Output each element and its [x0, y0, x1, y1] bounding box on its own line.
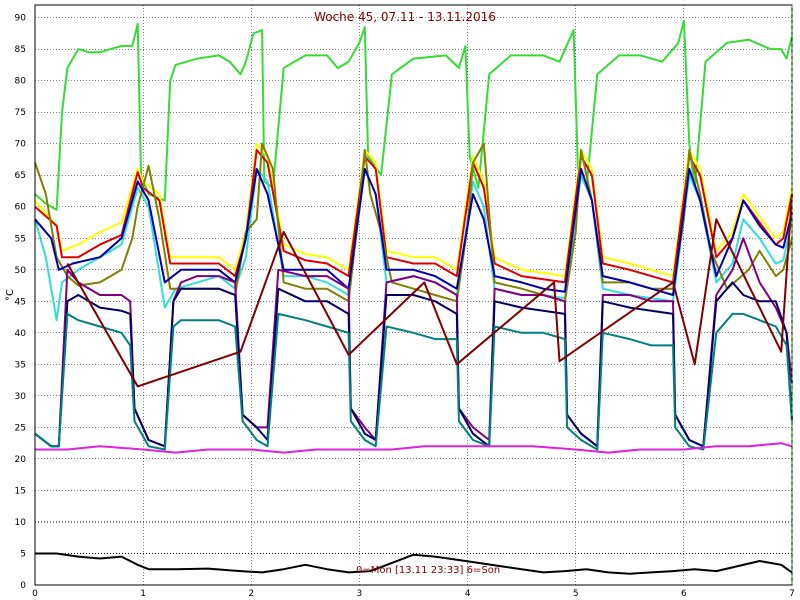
- series-line-8: [34, 281, 793, 448]
- y-tick-label: 55: [15, 234, 26, 244]
- chart-title: Woche 45, 07.11 - 13.11.2016: [314, 10, 496, 24]
- y-tick-label: 5: [20, 549, 26, 559]
- series-line-1: [34, 19, 793, 211]
- y-tick-labels: 0 5 10 15 20 25 30 35 40 45 50 55 60 65 70 75 80 85 90: [15, 14, 27, 591]
- y-tick-label: 45: [15, 297, 26, 307]
- x-tick-label: 7: [789, 589, 795, 599]
- y-tick-label: 60: [15, 203, 27, 213]
- series-line-12: [35, 552, 793, 575]
- y-tick-label: 35: [15, 360, 26, 370]
- y-tick-label: 65: [15, 171, 26, 181]
- x-tick-label: 6: [681, 589, 687, 599]
- footer-note: 0=Mon [13.11 23:33] 6=Son: [356, 565, 500, 576]
- x-tick-label: 3: [357, 589, 363, 599]
- y-tick-label: 10: [15, 518, 27, 528]
- series-line-5: [34, 142, 793, 303]
- y-tick-label: 20: [15, 455, 27, 465]
- series-line-9: [34, 312, 793, 451]
- y-tick-label: 75: [15, 108, 26, 118]
- x-tick-labels: 0 1 2 3 4 5 6 7: [32, 589, 795, 599]
- y-tick-label: 70: [15, 140, 27, 150]
- x-tick-label: 0: [32, 589, 38, 599]
- x-tick-label: 4: [465, 589, 471, 599]
- y-tick-label: 0: [20, 581, 26, 591]
- x-tick-label: 2: [248, 589, 254, 599]
- series-lines: [34, 19, 793, 575]
- y-tick-label: 80: [15, 77, 27, 87]
- x-tick-label: 5: [573, 589, 579, 599]
- y-tick-label: 85: [15, 45, 26, 55]
- y-tick-label: 25: [15, 423, 26, 433]
- y-axis-label: °C: [5, 289, 16, 301]
- y-tick-label: 90: [15, 14, 27, 24]
- y-tick-label: 15: [15, 486, 26, 496]
- series-line-6: [34, 167, 793, 296]
- series-line-10: [35, 442, 793, 454]
- x-tick-label: 1: [140, 589, 146, 599]
- series-line-11: [66, 194, 793, 388]
- y-tick-label: 30: [15, 392, 27, 402]
- y-tick-label: 40: [15, 329, 27, 339]
- y-tick-label: 50: [15, 266, 27, 276]
